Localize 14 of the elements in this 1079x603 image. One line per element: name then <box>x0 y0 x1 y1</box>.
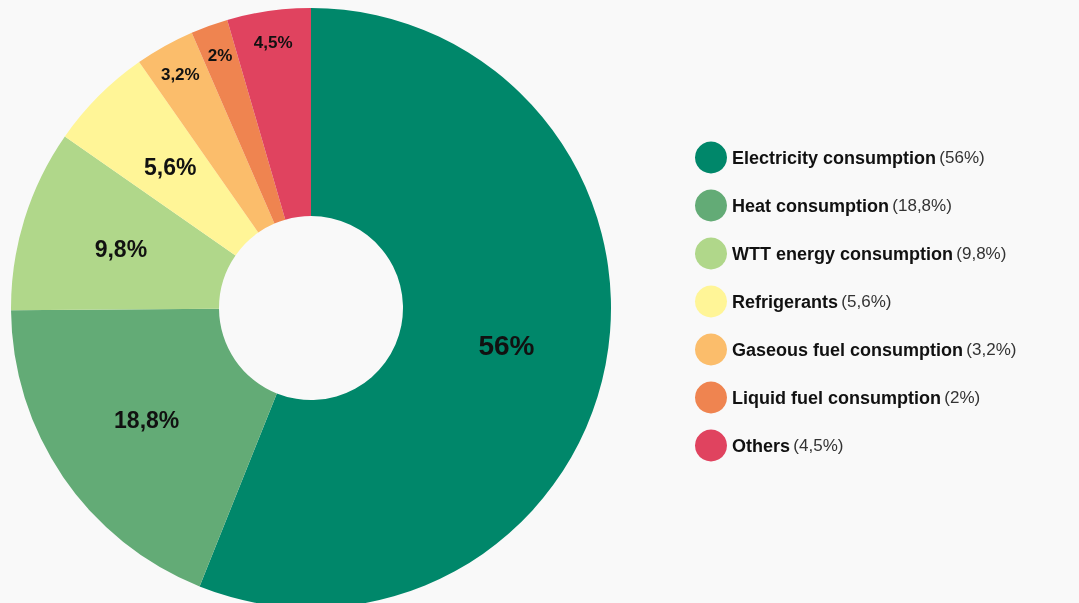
data-label: 3,2% <box>160 64 200 84</box>
legend-label: Heat consumption (18,8%) <box>732 195 952 216</box>
data-label: 2% <box>207 46 233 66</box>
data-label: 5,6% <box>143 154 197 181</box>
legend-label: Others (4,5%) <box>732 435 844 456</box>
legend-label: Electricity consumption (56%) <box>732 147 985 168</box>
legend-label: Gaseous fuel consumption (3,2%) <box>732 339 1017 360</box>
data-label: 4,5% <box>253 33 293 53</box>
data-label: 56% <box>478 330 535 362</box>
legend-label: Refrigerants (5,6%) <box>732 291 892 312</box>
legend-label: Liquid fuel consumption (2%) <box>732 387 981 408</box>
data-label: 9,8% <box>94 236 148 263</box>
legend-label: WTT energy consumption (9,8%) <box>732 243 1007 264</box>
data-label: 18,8% <box>114 407 180 434</box>
